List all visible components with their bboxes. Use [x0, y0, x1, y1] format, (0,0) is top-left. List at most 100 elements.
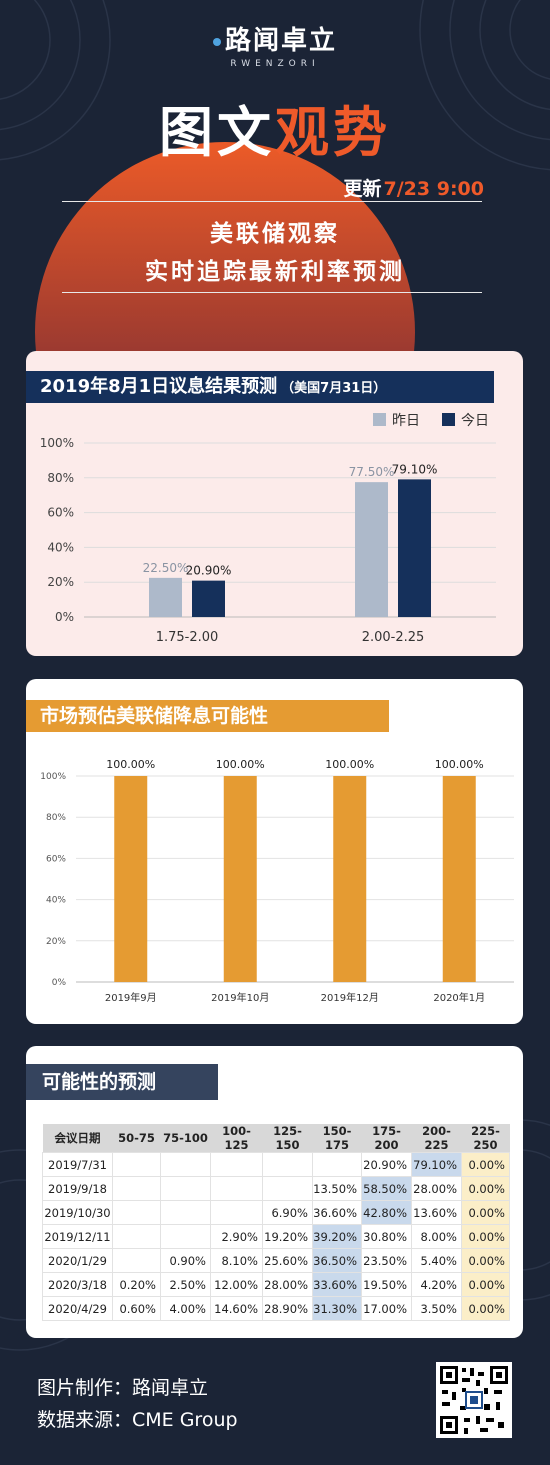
chart1-ytick-label: 0%: [55, 610, 74, 624]
legend-label-today: 今日: [461, 413, 489, 429]
chart1-ytick-label: 20%: [47, 575, 74, 589]
chart2-bar: [333, 776, 367, 982]
table-title: 可能性的预测: [42, 1071, 157, 1093]
table-cell: [112, 1176, 161, 1201]
chart2-category-label: 2019年9月: [105, 991, 157, 1004]
table-cell: [112, 1224, 161, 1249]
table-cell: [210, 1152, 263, 1177]
table-header-cell: 75-100: [160, 1124, 211, 1153]
table-date-cell: 2020/1/29: [42, 1248, 113, 1273]
table-cell: 28.00%: [411, 1176, 462, 1201]
table-header-cell: 175-200: [361, 1124, 412, 1153]
table-cell: 12.00%: [210, 1272, 263, 1297]
table-cell: [112, 1152, 161, 1177]
chart1-bar: [398, 479, 431, 617]
table-cell: [262, 1152, 313, 1177]
table-cell: 36.60%: [312, 1200, 362, 1225]
footer-source: 数据来源：CME Group: [37, 1409, 238, 1431]
subtitle-line2: 实时追踪最新利率预测: [145, 259, 405, 285]
table-row: 2019/7/31 20.90% 79.10% 0.00%: [42, 1152, 510, 1177]
table-cell: 5.40%: [411, 1248, 462, 1273]
table-cell: 31.30%: [312, 1296, 362, 1321]
table-cell: [112, 1248, 161, 1273]
chart2-data-label: 100.00%: [325, 758, 374, 771]
legend-label-yesterday: 昨日: [392, 413, 420, 429]
table-cell: [312, 1152, 362, 1177]
logo-name: 路闻卓立: [0, 20, 550, 57]
table-cell: 25.60%: [262, 1248, 313, 1273]
chart2-title-bar: 市场预估美联储降息可能性: [26, 700, 389, 732]
table-cell: 20.90%: [361, 1152, 412, 1177]
table-date-cell: 2019/9/18: [42, 1176, 113, 1201]
legend-swatch-today: [442, 413, 455, 426]
qr-code-icon: [436, 1362, 512, 1438]
table-cell: 4.20%: [411, 1272, 462, 1297]
table-row: 2020/1/29 0.90% 8.10% 25.60% 36.50% 23.50% 5.4…: [42, 1248, 510, 1273]
chart2-data-label: 100.00%: [216, 758, 265, 771]
chart1-ytick-label: 80%: [47, 471, 74, 485]
table-row: 2019/9/18 13.50% 58.50% 28.00% 0.00%: [42, 1176, 510, 1201]
chart2-title: 市场预估美联储降息可能性: [40, 705, 269, 727]
chart1-data-label: 22.50%: [143, 561, 189, 575]
chart2-plot: 0% 20% 40% 60% 80% 100% 100.00% 2019年9月 100.00% 2…: [40, 758, 514, 1004]
chart1-data-label: 79.10%: [392, 462, 438, 476]
chart-card-rate-forecast: 2019年8月1日议息结果预测 （美国7月31日） 昨日 今日 0% 20% 40% 6…: [26, 351, 523, 656]
chart-card-cut-probability: 市场预估美联储降息可能性 0% 20% 40% 60% 80% 100% 100.00% 20…: [26, 679, 523, 1024]
chart2-ytick-label: 40%: [46, 896, 66, 906]
table-cell: 6.90%: [262, 1200, 313, 1225]
table-cell: 39.20%: [312, 1224, 362, 1249]
chart1-subtitle: （美国7月31日）: [281, 381, 387, 396]
table-cell: 0.60%: [112, 1296, 161, 1321]
chart1-bar: [355, 482, 388, 617]
chart1-category-label: 2.00-2.25: [362, 630, 425, 645]
table-cell: 28.90%: [262, 1296, 313, 1321]
table-title-bar: 可能性的预测: [26, 1064, 218, 1100]
chart2-data-label: 100.00%: [435, 758, 484, 771]
table-cell: [112, 1200, 161, 1225]
table-row: 2019/12/11 2.90% 19.20% 39.20% 30.80% 8.00% 0.…: [42, 1224, 510, 1249]
table-cell: 19.20%: [262, 1224, 313, 1249]
table-cell: 0.00%: [461, 1248, 510, 1273]
chart1-ytick-label: 40%: [47, 540, 74, 554]
table-cell: [210, 1176, 263, 1201]
table-cell: [210, 1200, 263, 1225]
table-row: 2020/4/29 0.60% 4.00% 14.60% 28.90% 31.30% 17.…: [42, 1296, 510, 1321]
table-row: 2019/10/30 6.90% 36.60% 42.80% 13.60% 0.00%: [42, 1200, 510, 1225]
table-cell: 3.50%: [411, 1296, 462, 1321]
chart1-title: 2019年8月1日议息结果预测: [40, 376, 278, 397]
table-cell: 8.10%: [210, 1248, 263, 1273]
table-date-cell: 2019/12/11: [42, 1224, 113, 1249]
table-cell: 4.00%: [160, 1296, 211, 1321]
table-cell: 0.00%: [461, 1272, 510, 1297]
table-cell: 14.60%: [210, 1296, 263, 1321]
table-cell: 0.00%: [461, 1296, 510, 1321]
logo-dot-icon: [212, 37, 221, 46]
footer-maker: 图片制作：路闻卓立: [37, 1377, 209, 1399]
logo: 路闻卓立 RWENZORI: [0, 20, 550, 69]
table-date-cell: 2020/3/18: [42, 1272, 113, 1297]
table-body: 2019/7/31 20.90% 79.10% 0.00% 2019/9/18 13.50…: [42, 1152, 510, 1321]
table-date-cell: 2020/4/29: [42, 1296, 113, 1321]
chart2-category-label: 2019年12月: [321, 991, 379, 1004]
table-cell: 8.00%: [411, 1224, 462, 1249]
update-time: 更新 7/23 9:00: [344, 174, 485, 201]
chart1-bar: [192, 580, 225, 617]
chart2-bar: [114, 776, 148, 982]
table-cell: 0.90%: [160, 1248, 211, 1273]
table-cell: 13.60%: [411, 1200, 462, 1225]
table-cell: 58.50%: [361, 1176, 412, 1201]
probability-table-wrap: 会议日期 50-75 75-100 100-125 125-150 150-175 175-…: [42, 1124, 510, 1321]
table-cell: 28.00%: [262, 1272, 313, 1297]
table-row: 2020/3/18 0.20% 2.50% 12.00% 28.00% 33.60% 19.…: [42, 1272, 510, 1297]
table-cell: 0.00%: [461, 1152, 510, 1177]
table-cell: [262, 1176, 313, 1201]
headline: 图文观势: [0, 88, 550, 167]
legend-swatch-yesterday: [373, 413, 386, 426]
logo-sub: RWENZORI: [230, 59, 320, 69]
table-date-cell: 2019/10/30: [42, 1200, 113, 1225]
probability-table: 会议日期 50-75 75-100 100-125 125-150 150-175 175-…: [42, 1124, 510, 1321]
table-header-cell: 50-75: [112, 1124, 161, 1153]
logo-text: 路闻卓立: [224, 26, 337, 56]
table-header-cell: 100-125: [210, 1124, 263, 1153]
chart2-ytick-label: 80%: [46, 813, 66, 823]
